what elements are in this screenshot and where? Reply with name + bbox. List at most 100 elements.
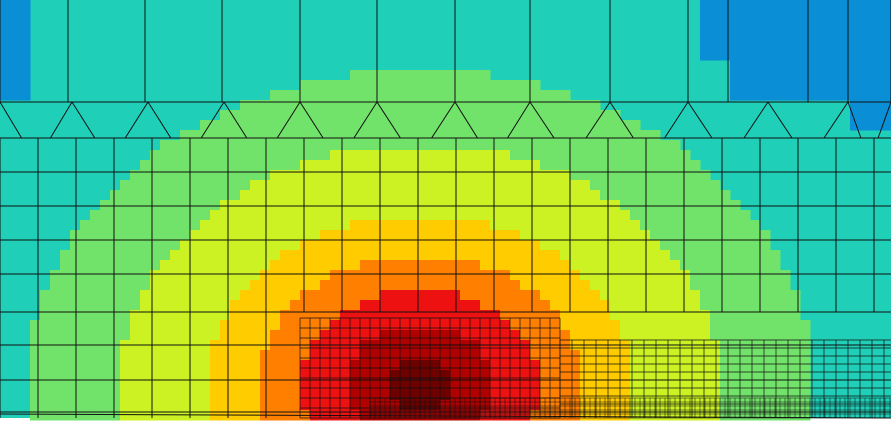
contour-cell <box>340 220 351 231</box>
contour-cell <box>90 330 101 341</box>
contour-cell <box>580 180 591 191</box>
contour-cell <box>750 320 761 331</box>
contour-cell <box>100 310 111 321</box>
contour-cell <box>550 270 561 281</box>
contour-cell <box>630 160 641 171</box>
contour-cell <box>430 100 441 111</box>
contour-cell <box>610 220 621 231</box>
contour-cell <box>750 390 761 401</box>
contour-cell <box>250 180 261 191</box>
contour-cell <box>10 0 21 11</box>
contour-cell <box>630 330 641 341</box>
contour-cell <box>200 330 211 341</box>
contour-cell <box>520 110 531 121</box>
contour-cell <box>420 220 431 231</box>
contour-cell <box>530 360 541 371</box>
contour-cell <box>510 390 521 401</box>
contour-cell <box>70 410 81 421</box>
contour-cell <box>660 290 671 301</box>
contour-cell <box>580 320 591 331</box>
contour-cell <box>460 360 471 371</box>
contour-cell <box>350 280 361 291</box>
contour-cell <box>450 170 461 181</box>
contour-cell <box>120 190 131 201</box>
contour-cell <box>480 290 491 301</box>
contour-cell <box>240 290 251 301</box>
contour-cell <box>520 250 531 261</box>
contour-cell <box>130 300 141 311</box>
contour-cell <box>600 380 611 391</box>
contour-cell <box>710 0 721 11</box>
contour-cell <box>400 390 411 401</box>
contour-cell <box>550 370 561 381</box>
contour-cell <box>320 300 331 311</box>
contour-cell <box>110 270 121 281</box>
contour-cell <box>600 110 611 121</box>
contour-cell <box>830 50 841 61</box>
contour-cell <box>360 80 371 91</box>
contour-cell <box>560 380 571 391</box>
contour-cell <box>40 310 51 321</box>
contour-cell <box>350 70 361 81</box>
contour-cell <box>650 370 661 381</box>
contour-cell <box>680 180 691 191</box>
contour-cell <box>70 380 81 391</box>
contour-cell <box>700 390 711 401</box>
contour-cell <box>310 180 321 191</box>
contour-cell <box>550 350 561 361</box>
contour-cell <box>720 30 731 41</box>
contour-cell <box>570 360 581 371</box>
contour-cell <box>150 410 161 421</box>
contour-cell <box>190 150 201 161</box>
contour-cell <box>0 90 11 101</box>
contour-cell <box>480 250 491 261</box>
contour-cell <box>200 290 211 301</box>
contour-cell <box>220 250 231 261</box>
contour-cell <box>350 110 361 121</box>
contour-cell <box>500 180 511 191</box>
contour-cell <box>640 350 651 361</box>
contour-cell <box>590 210 601 221</box>
contour-cell <box>360 150 371 161</box>
contour-cell <box>870 30 881 41</box>
contour-cell <box>620 380 631 391</box>
contour-cell <box>750 230 761 241</box>
contour-cell <box>420 260 431 271</box>
contour-cell <box>560 140 571 151</box>
contour-cell <box>460 220 471 231</box>
contour-cell <box>230 250 241 261</box>
contour-cell <box>350 90 361 101</box>
contour-cell <box>260 200 271 211</box>
contour-cell <box>440 80 451 91</box>
contour-cell <box>270 320 281 331</box>
contour-cell <box>750 310 761 321</box>
contour-cell <box>60 330 71 341</box>
contour-cell <box>750 90 761 101</box>
contour-cell <box>230 400 241 411</box>
contour-cell <box>480 160 491 171</box>
contour-cell <box>260 240 271 251</box>
contour-cell <box>240 150 251 161</box>
contour-cell <box>380 70 391 81</box>
contour-cell <box>300 250 311 261</box>
contour-cell <box>470 370 481 381</box>
contour-cell <box>540 140 551 151</box>
contour-cell <box>540 110 551 121</box>
contour-cell <box>770 80 781 91</box>
contour-cell <box>60 390 71 401</box>
contour-cell <box>710 270 721 281</box>
contour-cell <box>610 150 621 161</box>
contour-cell <box>560 160 571 171</box>
contour-cell <box>440 90 451 101</box>
contour-cell <box>550 170 561 181</box>
contour-cell <box>830 20 841 31</box>
contour-cell <box>590 280 601 291</box>
contour-cell <box>500 270 511 281</box>
contour-cell <box>660 280 671 291</box>
contour-cell <box>600 330 611 341</box>
contour-cell <box>200 350 211 361</box>
contour-cell <box>560 130 571 141</box>
contour-cell <box>650 260 661 271</box>
contour-cell <box>410 370 421 381</box>
contour-cell <box>170 190 181 201</box>
